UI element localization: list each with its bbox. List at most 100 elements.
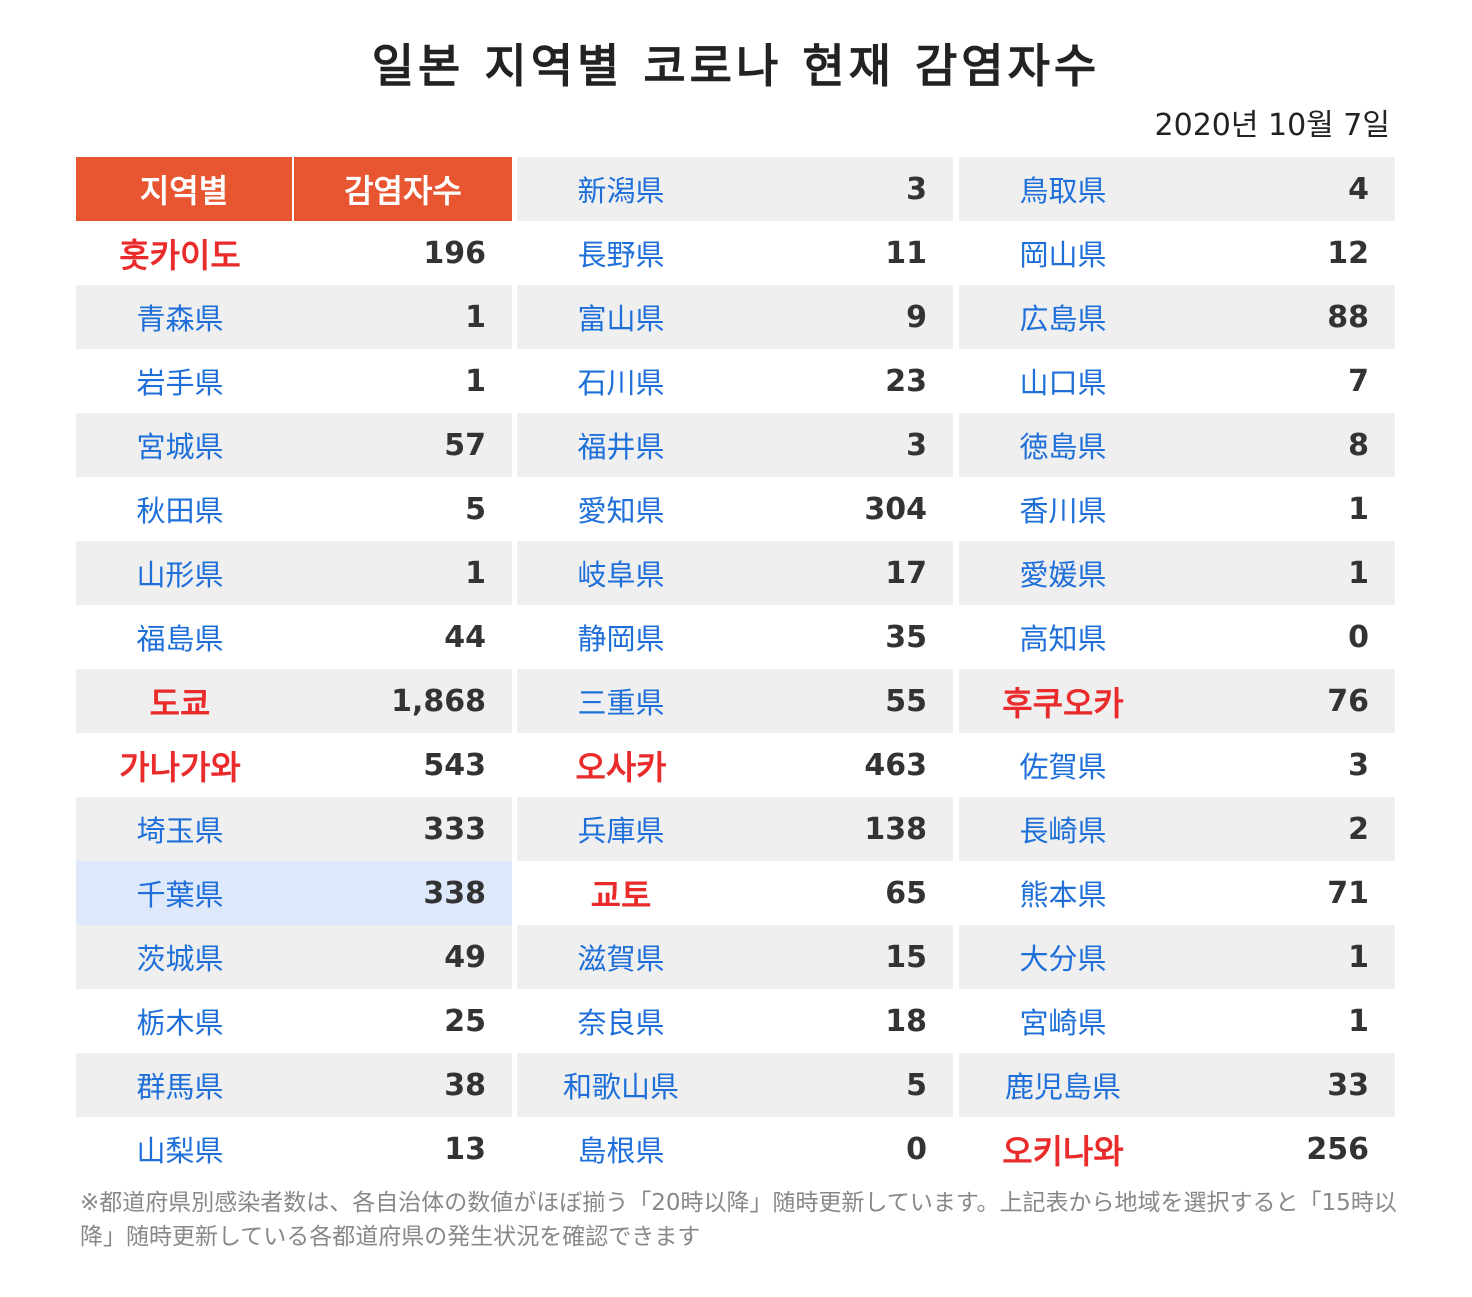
table-row[interactable]: 山梨県 13 [76,1117,512,1181]
table-row[interactable]: 埼玉県 333 [76,797,512,861]
table-row[interactable]: 宮崎県 1 [959,989,1395,1053]
table-row[interactable]: 茨城県 49 [76,925,512,989]
table-row[interactable]: 香川県 1 [959,477,1395,541]
infection-count: 1 [1348,1003,1369,1039]
region-name[interactable]: 青森県 [136,302,224,336]
table-row[interactable]: 兵庫県 138 [517,797,953,861]
table-row[interactable]: 秋田県 5 [76,477,512,541]
table-row[interactable]: 熊本県 71 [959,861,1395,925]
table-row[interactable]: 群馬県 38 [76,1053,512,1117]
table-row[interactable]: 岐阜県 17 [517,541,953,605]
region-name[interactable]: 長崎県 [1019,814,1107,848]
region-name[interactable]: 愛知県 [577,494,665,528]
region-name[interactable]: 兵庫県 [577,814,665,848]
region-name[interactable]: 福井県 [577,430,665,464]
table-row[interactable]: 奈良県 18 [517,989,953,1053]
region-name[interactable]: 和歌山県 [562,1070,679,1104]
region-name[interactable]: 徳島県 [1019,430,1107,464]
table-row[interactable]: 徳島県 8 [959,413,1395,477]
table-row[interactable]: 愛媛県 1 [959,541,1395,605]
region-name[interactable]: 山口県 [1019,366,1107,400]
region-name[interactable]: 島根県 [577,1134,665,1168]
infection-count: 1 [1348,491,1369,527]
region-name[interactable]: 新潟県 [577,174,665,208]
region-name[interactable]: 오사카 [575,748,667,787]
table-column-2: 新潟県 3 長野県 11 富山県 9 石川県 23 福井県 3 愛知県 304 岐阜県 17 静岡県 35 三重… [517,157,953,1181]
region-name[interactable]: 宮城県 [136,430,224,464]
region-name[interactable]: 静岡県 [577,622,665,656]
table-row[interactable]: 岡山県 12 [959,221,1395,285]
table-row[interactable]: 青森県 1 [76,285,512,349]
table-row[interactable]: 가나가와 543 [76,733,512,797]
region-name[interactable]: 福島県 [136,622,224,656]
table-row[interactable]: 鹿児島県 33 [959,1053,1395,1117]
region-name[interactable]: 愛媛県 [1019,558,1107,592]
region-name[interactable]: 熊本県 [1019,878,1107,912]
region-name[interactable]: 長野県 [577,238,665,272]
region-name[interactable]: 후쿠오카 [1002,684,1124,723]
table-row[interactable]: 三重県 55 [517,669,953,733]
table-row[interactable]: 広島県 88 [959,285,1395,349]
region-name[interactable]: 富山県 [577,302,665,336]
table-row[interactable]: 長野県 11 [517,221,953,285]
table-row[interactable]: 長崎県 2 [959,797,1395,861]
region-name[interactable]: 千葉県 [136,878,224,912]
table-row[interactable]: 佐賀県 3 [959,733,1395,797]
region-name[interactable]: 山形県 [136,558,224,592]
region-name[interactable]: 三重県 [577,686,665,720]
region-name[interactable]: 도쿄 [149,684,211,723]
region-name[interactable]: 岡山県 [1019,238,1107,272]
region-name[interactable]: 石川県 [577,366,665,400]
table-row[interactable]: 오사카 463 [517,733,953,797]
region-name[interactable]: 香川県 [1019,494,1107,528]
table-row[interactable]: 大分県 1 [959,925,1395,989]
infection-count: 35 [885,619,927,655]
table-row[interactable]: 홋카이도 196 [76,221,512,285]
table-row[interactable]: 岩手県 1 [76,349,512,413]
table-row[interactable]: 山口県 7 [959,349,1395,413]
table-row[interactable]: 福井県 3 [517,413,953,477]
table-row[interactable]: 高知県 0 [959,605,1395,669]
infection-count: 76 [1327,683,1369,719]
table-row[interactable]: 栃木県 25 [76,989,512,1053]
table-row[interactable]: 和歌山県 5 [517,1053,953,1117]
table-row[interactable]: 鳥取県 4 [959,157,1395,221]
infection-count: 1 [1348,555,1369,591]
region-name[interactable]: 滋賀県 [577,942,665,976]
region-name[interactable]: 埼玉県 [136,814,224,848]
table-row[interactable]: 富山県 9 [517,285,953,349]
region-name[interactable]: 鳥取県 [1019,174,1107,208]
region-name[interactable]: 大分県 [1019,942,1107,976]
region-name[interactable]: 岩手県 [136,366,224,400]
region-name[interactable]: 岐阜県 [577,558,665,592]
region-name[interactable]: 奈良県 [577,1006,665,1040]
table-row[interactable]: 静岡県 35 [517,605,953,669]
table-row[interactable]: 千葉県 338 [76,861,512,925]
region-name[interactable]: 栃木県 [136,1006,224,1040]
region-name[interactable]: 茨城県 [136,942,224,976]
table-row[interactable]: 오키나와 256 [959,1117,1395,1181]
region-name[interactable]: 群馬県 [136,1070,224,1104]
region-name[interactable]: 高知県 [1019,622,1107,656]
table-row[interactable]: 山形県 1 [76,541,512,605]
table-row[interactable]: 교토 65 [517,861,953,925]
table-row[interactable]: 滋賀県 15 [517,925,953,989]
region-name[interactable]: 広島県 [1019,302,1107,336]
table-row[interactable]: 福島県 44 [76,605,512,669]
table-row[interactable]: 후쿠오카 76 [959,669,1395,733]
table-row[interactable]: 愛知県 304 [517,477,953,541]
region-name[interactable]: 가나가와 [119,748,241,787]
region-name[interactable]: 秋田県 [136,494,224,528]
region-name[interactable]: 鹿児島県 [1004,1070,1121,1104]
region-name[interactable]: 홋카이도 [119,236,241,275]
table-row[interactable]: 島根県 0 [517,1117,953,1181]
region-name[interactable]: 교토 [590,876,652,915]
table-row[interactable]: 宮城県 57 [76,413,512,477]
table-row[interactable]: 新潟県 3 [517,157,953,221]
table-row[interactable]: 石川県 23 [517,349,953,413]
table-row[interactable]: 도쿄 1,868 [76,669,512,733]
region-name[interactable]: 山梨県 [136,1134,224,1168]
region-name[interactable]: 宮崎県 [1019,1006,1107,1040]
region-name[interactable]: 佐賀県 [1019,750,1107,784]
region-name[interactable]: 오키나와 [1002,1132,1124,1171]
